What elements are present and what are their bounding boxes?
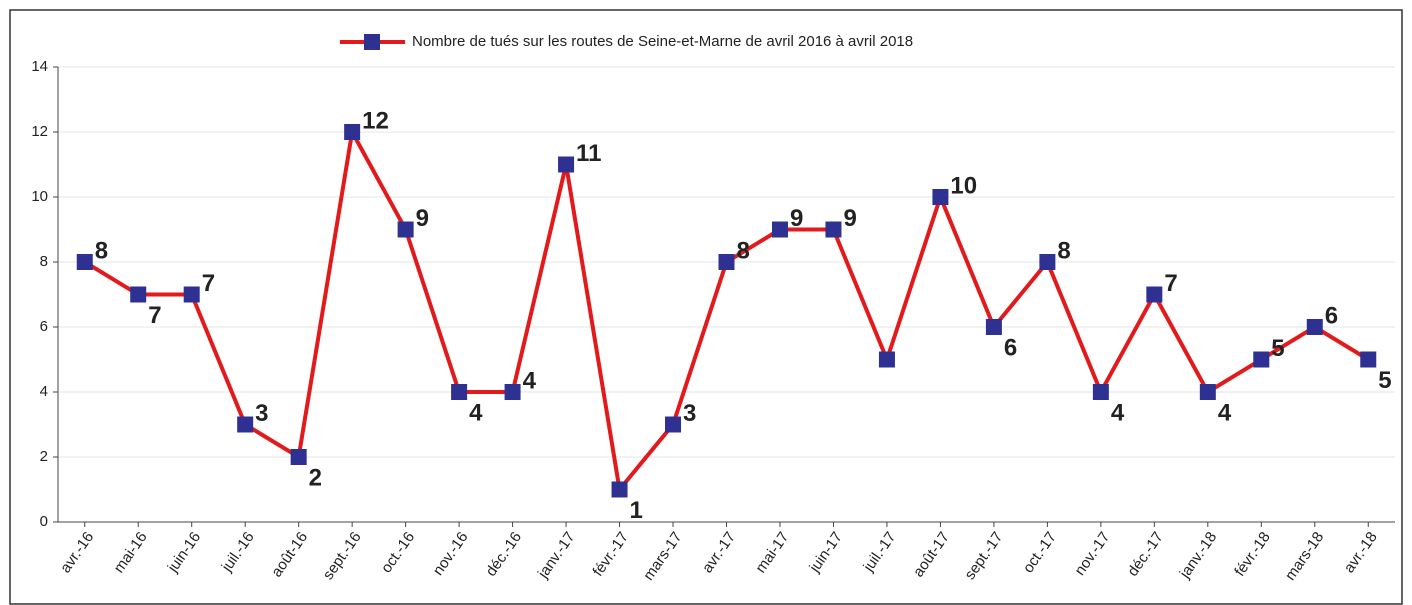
x-tick-label: août-17 [910,529,953,580]
marker [718,254,735,270]
marker [1092,384,1109,400]
x-tick-label: mars-18 [1282,529,1327,584]
x-tick-label: août-16 [268,529,311,580]
x-tick-label: avr.-18 [1341,529,1381,576]
data-label: 9 [790,205,803,232]
y-tick-label: 8 [40,253,48,270]
data-label: 4 [1218,399,1232,426]
x-tick-label: nov.-17 [1071,529,1113,579]
data-label: 9 [416,205,429,232]
data-label: 3 [255,400,268,427]
data-label: 7 [202,270,215,297]
x-tick-label: mai-17 [752,529,792,576]
marker [451,384,468,400]
marker [611,481,628,498]
x-tick-label: mars-17 [640,529,685,584]
marker [76,254,93,270]
x-tick-label: sept.-17 [961,529,1006,583]
data-label: 4 [1111,399,1125,426]
data-label: 7 [1164,270,1177,297]
legend-marker [364,34,380,50]
y-tick-label: 10 [31,188,48,205]
marker [932,189,949,205]
marker [1146,286,1163,303]
x-tick-label: sept.-16 [320,529,365,583]
x-tick-label: juil.-17 [860,529,900,576]
data-label: 6 [1004,334,1017,361]
x-tick-label: janv.-18 [1176,529,1220,582]
data-label: 5 [1378,367,1391,394]
marker [397,221,414,238]
data-label: 7 [148,302,161,329]
marker [504,384,521,400]
x-tick-label: oct.-17 [1020,529,1060,576]
x-tick-label: juil.-16 [218,529,258,576]
x-tick-label: juin-16 [164,529,204,576]
data-label: 4 [523,367,537,394]
marker [183,286,200,303]
frame [9,9,1403,605]
marker [1039,254,1056,270]
y-tick-label: 4 [40,383,48,400]
marker [344,124,361,140]
x-tick-label: févr.-18 [1231,529,1274,580]
marker [290,449,307,465]
data-label: 12 [362,107,389,134]
data-label: 4 [469,399,483,426]
x-tick-label: déc.-16 [482,529,525,580]
data-label: 8 [95,237,108,264]
x-tick-label: janv.-17 [534,529,578,582]
y-tick-label: 12 [31,123,48,140]
data-label: 8 [737,237,750,264]
data-label: 10 [950,172,977,199]
x-tick-label: oct.-16 [378,529,418,576]
x-tick-label: juin-17 [806,529,846,576]
data-label: 6 [1325,302,1338,329]
marker [130,286,147,303]
marker [771,221,788,238]
marker [237,416,254,433]
marker [825,221,842,238]
marker [558,156,575,173]
y-tick-label: 2 [40,448,48,465]
marker [878,351,895,368]
marker [665,416,682,433]
x-tick-label: nov.-16 [430,529,472,579]
data-label: 11 [576,140,601,167]
data-label: 3 [683,400,696,427]
data-label: 9 [843,205,856,232]
marker [1199,384,1216,400]
x-tick-label: déc.-17 [1124,529,1167,580]
x-tick-label: mai-16 [111,529,151,576]
data-label: 8 [1057,237,1070,264]
data-label: 2 [309,464,322,491]
y-tick-label: 6 [40,318,48,335]
data-label: 5 [1271,335,1284,362]
series-line [83,130,1370,492]
y-tick-label: 14 [31,58,48,75]
x-tick-label: avr.-17 [699,529,739,576]
x-tick-label: févr.-17 [589,529,632,580]
marker [985,319,1002,335]
x-tick-label: avr.-16 [57,529,97,576]
y-tick-label: 0 [40,513,48,530]
data-label: 1 [630,497,643,524]
marker [1253,351,1270,368]
marker [1306,319,1323,335]
legend-label: Nombre de tués sur les routes de Seine-e… [412,33,913,50]
marker [1360,351,1377,368]
